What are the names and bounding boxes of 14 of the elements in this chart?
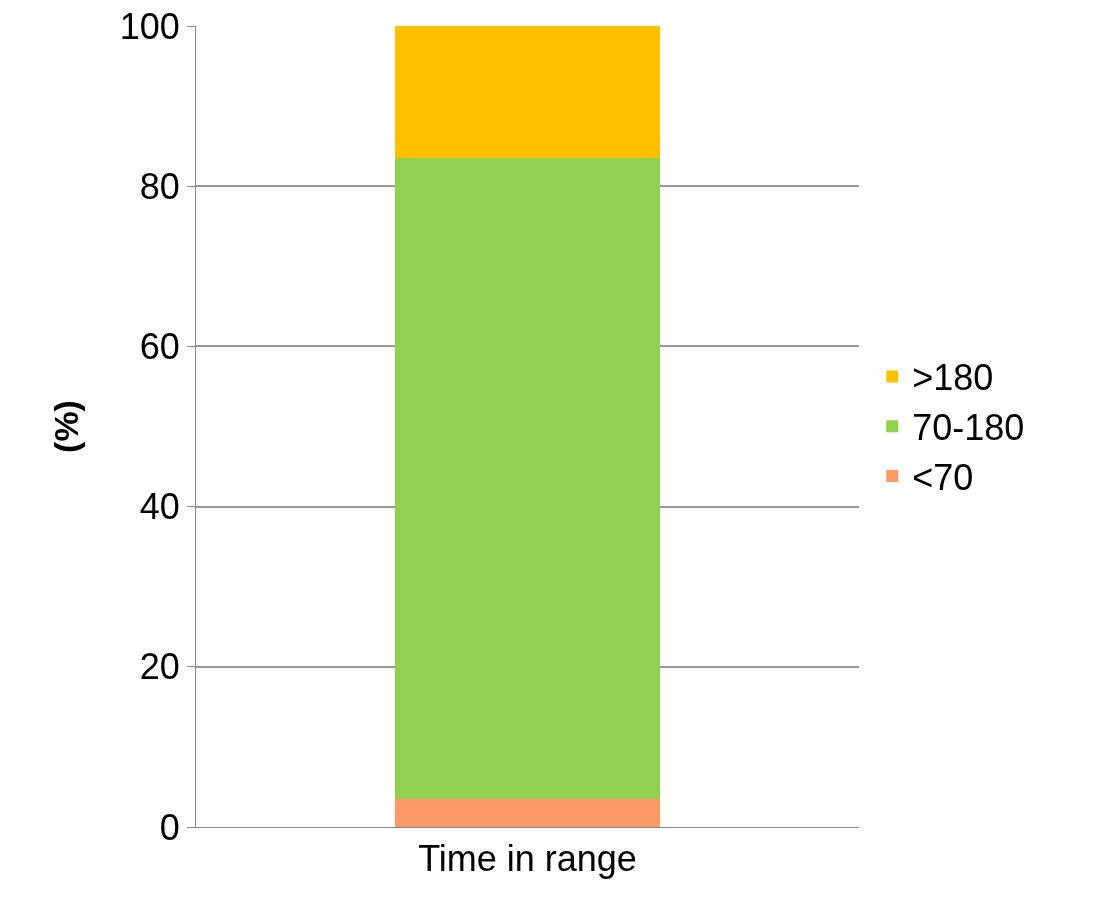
bar <box>394 26 661 159</box>
bar <box>394 798 661 827</box>
y-tick-label: 80 <box>139 165 180 207</box>
legend-label: <70 <box>912 457 974 499</box>
y-tick-label: 40 <box>139 486 180 528</box>
legend-label: 70-180 <box>912 407 1025 449</box>
bar <box>394 158 661 799</box>
legend-label: >180 <box>912 357 994 399</box>
y-tick-label: 60 <box>139 326 180 367</box>
y-tick-label: 0 <box>159 806 180 848</box>
x-tick-label: Time in range <box>418 838 637 880</box>
y-tick-label: 100 <box>119 5 180 47</box>
y-tick-label: 20 <box>139 646 180 688</box>
y-axis-title: (%) <box>47 400 86 453</box>
